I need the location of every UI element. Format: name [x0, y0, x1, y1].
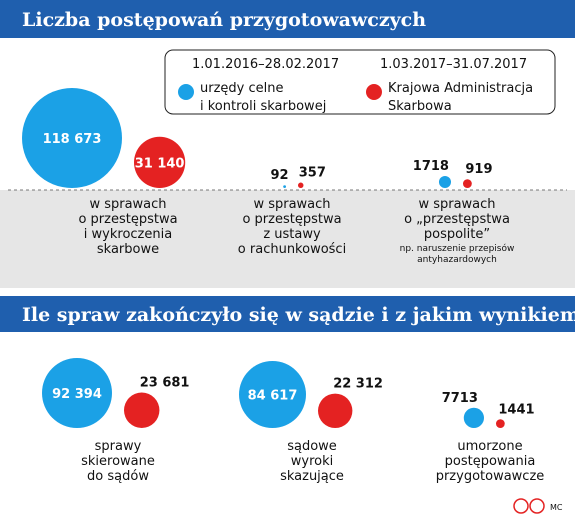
value-label: 1718 [413, 159, 449, 174]
bubble [318, 393, 353, 428]
logo [513, 498, 545, 514]
value-label: 31 140 [135, 156, 185, 171]
bubble [463, 407, 484, 428]
legend-marker [178, 84, 194, 100]
bubble [42, 358, 112, 428]
bubble [134, 136, 186, 188]
title-band [0, 0, 575, 38]
value-label: 22 312 [333, 377, 383, 392]
legend-marker [366, 84, 382, 100]
value-label: 23 681 [140, 376, 190, 391]
value-label: 92 394 [52, 387, 102, 402]
value-label: 84 617 [248, 389, 298, 404]
section-title: Liczba postępowań przygotowawczych [22, 9, 426, 31]
legend-label: urzędy celne i kontroli skarbowej [200, 81, 326, 114]
bubble [283, 185, 286, 189]
bubble [22, 88, 122, 188]
bubble [496, 419, 505, 428]
bubble [298, 182, 304, 188]
value-label: 7713 [442, 391, 478, 406]
category-note: np. naruszenie przepisów antyhazardowych [400, 243, 515, 265]
value-label: 1441 [498, 402, 534, 417]
value-label: 919 [465, 162, 492, 177]
category-label: w sprawach o przestępstwa z ustawy o rachun… [238, 197, 346, 257]
value-label: 357 [299, 166, 326, 181]
category-label: sądowe wyroki skazujące [280, 439, 344, 484]
legend-label: Krajowa Administracja Skarbowa [388, 81, 533, 114]
bubble [124, 392, 160, 428]
legend-box [164, 49, 556, 115]
value-label: 118 673 [43, 132, 102, 147]
title-band [0, 296, 575, 332]
category-label: w sprawach o „przestępstwa pospolite” [404, 197, 510, 242]
bubble [438, 175, 452, 188]
bubble [239, 361, 306, 429]
bubble [463, 179, 472, 188]
category-label: sprawy skierowane do sądów [81, 439, 155, 484]
legend-period: 1.01.2016–28.02.2017 [192, 57, 339, 72]
section-title: Ile spraw zakończyło się w sądzie i z ja… [22, 304, 575, 326]
category-label: umorzone postępowania przygotowawcze [436, 439, 545, 484]
credit: MC [550, 503, 563, 512]
value-label: 92 [271, 168, 289, 183]
legend-period: 1.03.2017–31.07.2017 [380, 57, 527, 72]
label-band [0, 190, 575, 288]
category-label: w sprawach o przestępstwa i wykroczenia ska… [78, 197, 177, 257]
